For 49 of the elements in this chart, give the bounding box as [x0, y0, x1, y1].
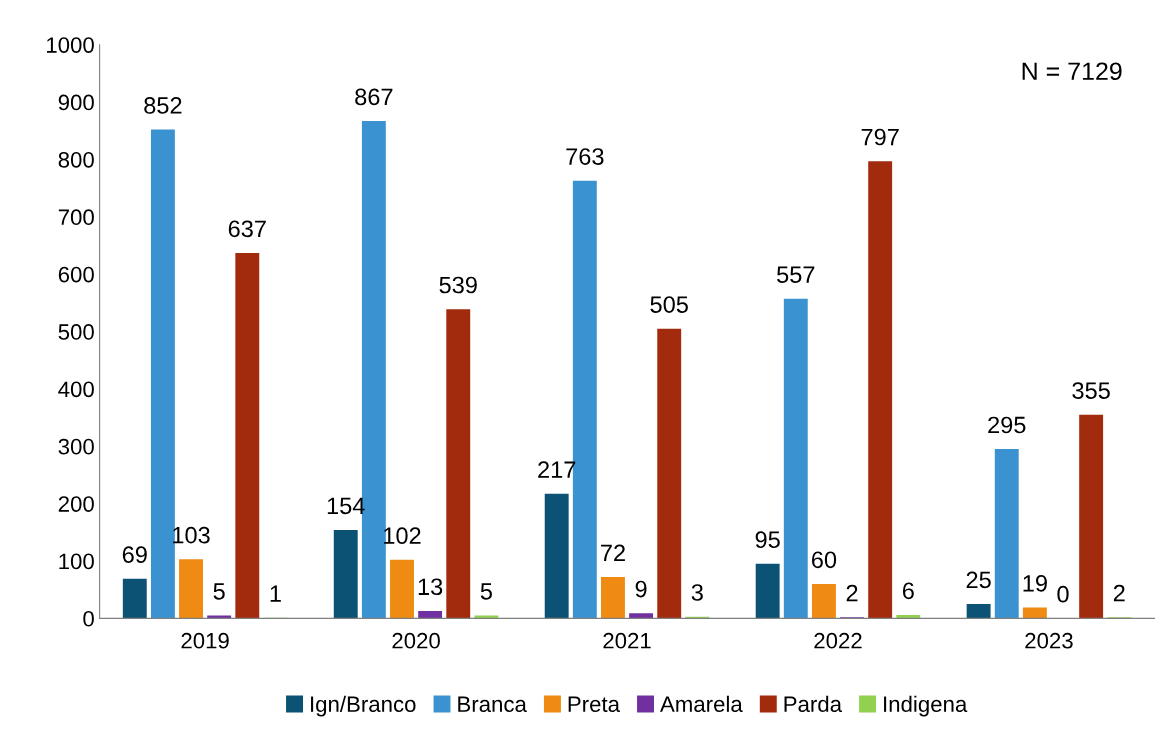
y-tick-label: 400	[58, 381, 94, 398]
data-label: 295	[988, 416, 1026, 434]
legend-label: Parda	[784, 695, 843, 713]
y-tick-label: 1000	[47, 37, 94, 53]
data-label: 9	[635, 580, 647, 598]
y-tick-label: 700	[58, 209, 94, 226]
legend-label: Branca	[458, 696, 527, 713]
y-tick-label: 300	[58, 438, 94, 455]
data-label: 69	[122, 546, 147, 563]
x-tick-label: 2022	[814, 632, 862, 649]
y-tick-label: 0	[83, 610, 94, 627]
data-label: 763	[566, 148, 604, 165]
data-label: 25	[966, 571, 991, 589]
x-tick-label: 2023	[1025, 632, 1073, 649]
legend-label: Preta	[568, 696, 620, 713]
data-label: 355	[1072, 382, 1110, 399]
data-label: 13	[418, 578, 443, 596]
data-label: 797	[861, 128, 899, 146]
y-tick-label: 500	[58, 324, 94, 340]
legend-label: Ign/Branco	[311, 695, 416, 717]
legend-label: Amarela	[660, 695, 743, 713]
y-tick-label: 600	[58, 266, 94, 283]
data-label: 72	[601, 544, 625, 562]
x-tick-label: 2021	[603, 632, 651, 649]
y-tick-label: 100	[59, 553, 94, 570]
data-label: 539	[439, 276, 477, 294]
y-tick-label: 800	[58, 151, 94, 168]
data-label: 867	[355, 88, 393, 106]
x-tick-label: 2020	[392, 632, 440, 649]
y-tick-label: 200	[58, 496, 94, 512]
data-label: 3	[691, 584, 703, 601]
data-label: 6	[902, 582, 914, 600]
data-label: 2	[846, 584, 858, 602]
data-label: 5	[213, 583, 225, 600]
data-label: 557	[777, 266, 815, 284]
data-label: 95	[755, 531, 780, 549]
data-label: 637	[228, 220, 266, 238]
data-label: 19	[1023, 574, 1047, 592]
data-label: 852	[144, 97, 182, 114]
data-label: 1	[270, 585, 281, 602]
data-label: 2	[1113, 584, 1125, 602]
data-label: 505	[650, 296, 688, 313]
x-tick-label: 2019	[181, 632, 229, 649]
legend-label: Indigena	[884, 695, 968, 717]
y-tick-label: 900	[58, 94, 94, 111]
data-label: 5	[480, 583, 492, 600]
annotation: N = 7129	[1022, 62, 1122, 81]
data-label: 60	[811, 551, 837, 569]
data-label: 0	[1057, 585, 1069, 603]
